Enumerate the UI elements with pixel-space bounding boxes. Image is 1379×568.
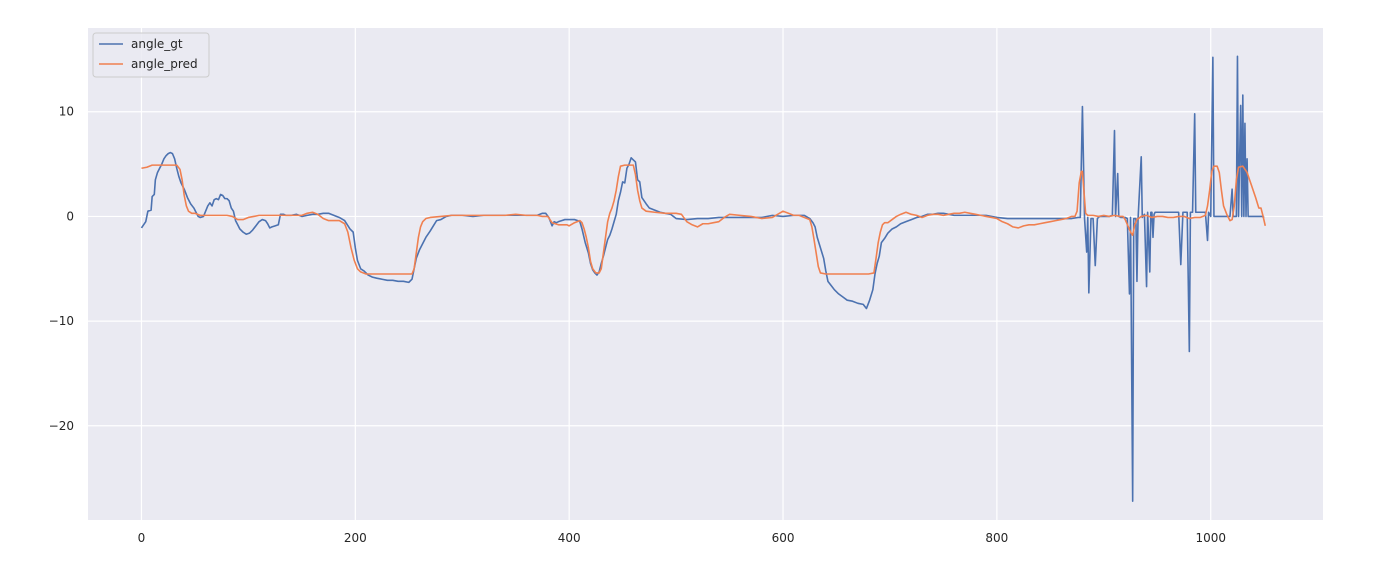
y-tick-label: −20 xyxy=(49,419,74,433)
x-tick-label: 400 xyxy=(558,531,581,545)
y-axis: 10 0 −10 −20 xyxy=(49,105,74,433)
legend-label: angle_pred xyxy=(131,57,198,71)
plot-background xyxy=(88,28,1323,520)
x-tick-label: 600 xyxy=(772,531,795,545)
legend-label: angle_gt xyxy=(131,37,183,51)
x-tick-label: 0 xyxy=(138,531,146,545)
x-axis: 0 200 400 600 800 1000 xyxy=(138,531,1226,545)
series-line-angle-pred xyxy=(141,164,1267,275)
legend: angle_gt angle_pred xyxy=(92,32,210,78)
y-tick-label: 0 xyxy=(66,209,74,223)
x-tick-label: 800 xyxy=(985,531,1008,545)
series-lines xyxy=(140,55,1267,502)
series-line-angle-gt xyxy=(140,55,1265,502)
y-tick-label: −10 xyxy=(49,314,74,328)
x-tick-label: 1000 xyxy=(1195,531,1226,545)
y-tick-label: 10 xyxy=(59,105,74,119)
x-tick-label: 200 xyxy=(344,531,367,545)
grid xyxy=(88,28,1323,520)
